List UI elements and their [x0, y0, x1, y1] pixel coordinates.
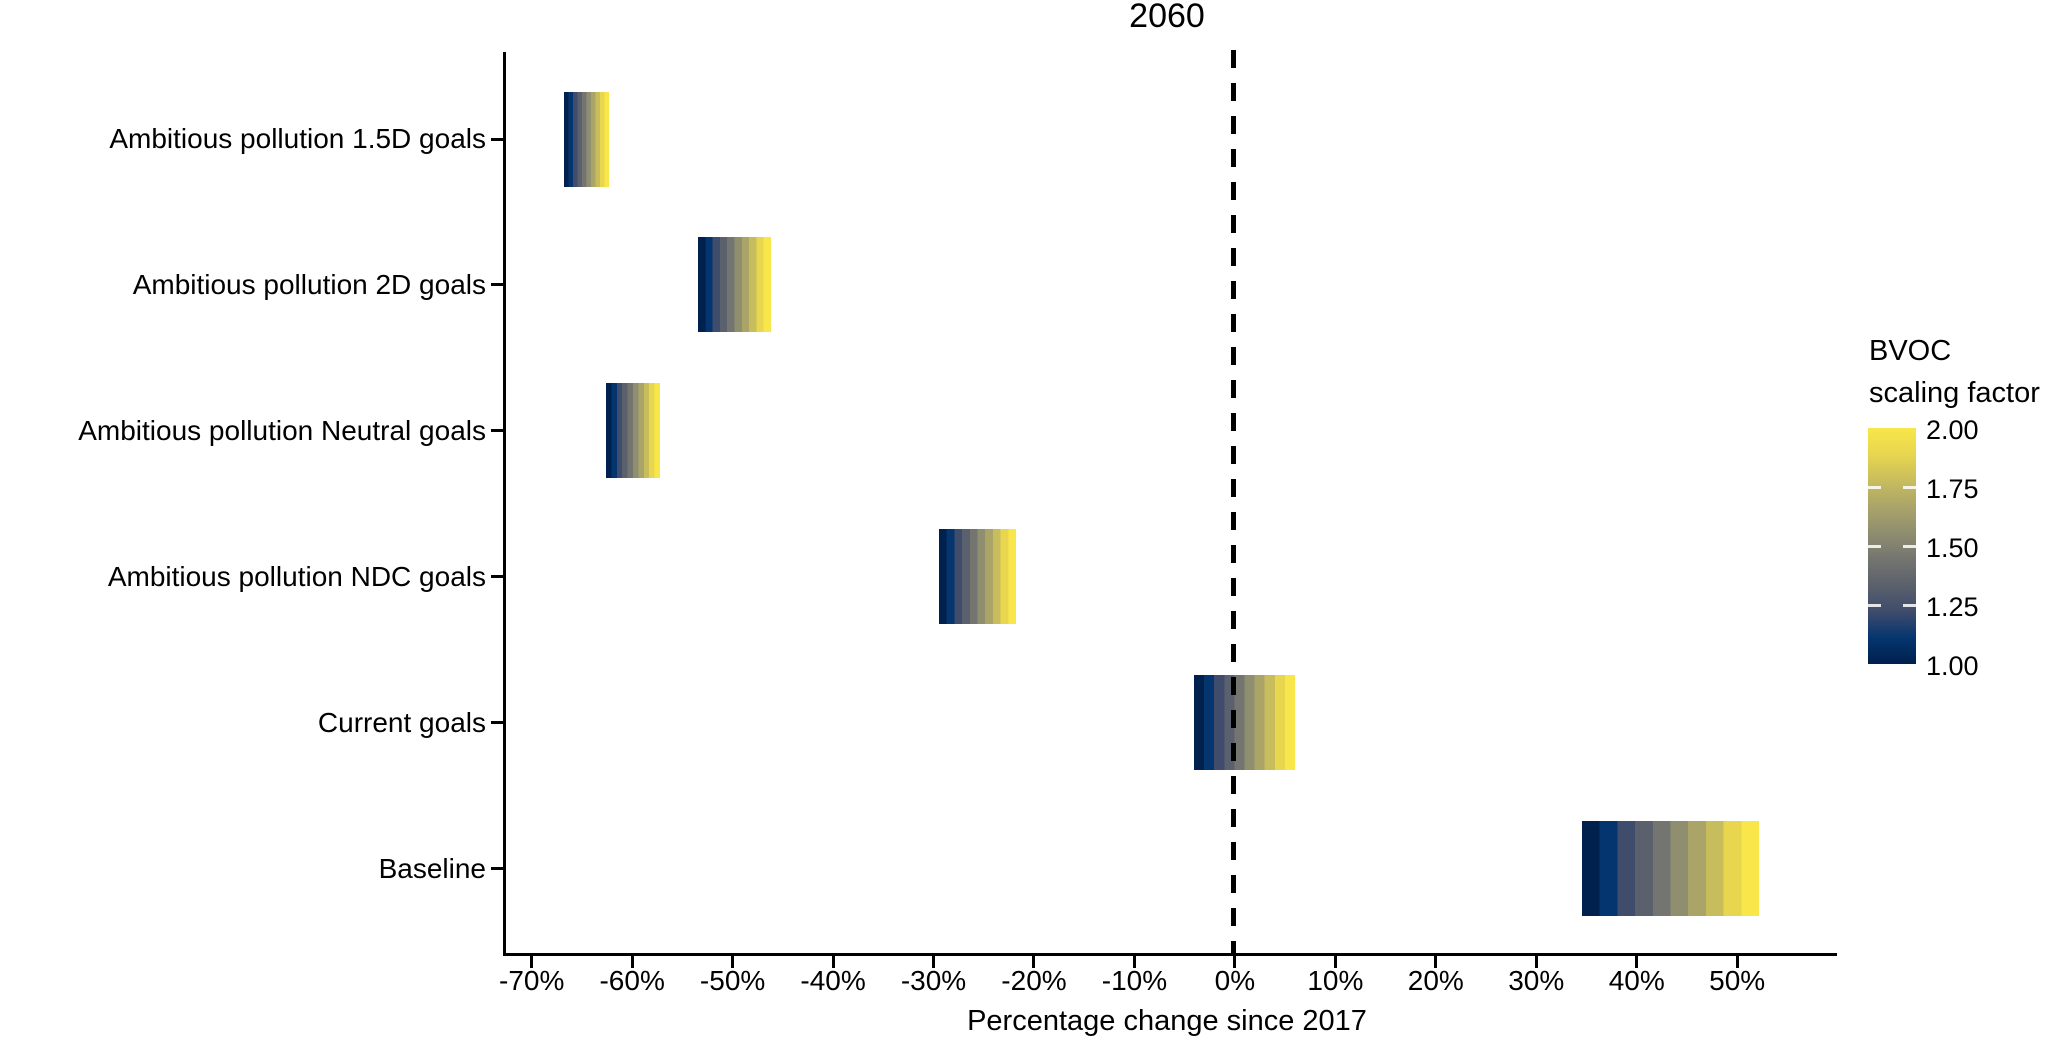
x-axis-tick-label: -10%: [1101, 965, 1168, 996]
legend-tick-mark: [1903, 485, 1916, 489]
x-axis-tick-label: -50%: [699, 965, 766, 996]
legend-tick-label: 2.00: [1926, 415, 1979, 445]
range-bar: [606, 383, 661, 479]
y-axis-label: Baseline: [378, 852, 486, 884]
x-axis-tick: [1434, 956, 1438, 968]
x-axis-tick-label: 30%: [1508, 965, 1565, 996]
x-axis-line: [503, 953, 1837, 956]
x-axis-tick: [1333, 956, 1337, 968]
x-axis-title: Percentage change since 2017: [967, 1005, 1367, 1037]
x-axis-tick: [1635, 956, 1639, 968]
x-axis-tick: [1233, 956, 1237, 968]
legend-tick-mark: [1868, 544, 1881, 548]
y-axis-tick: [491, 429, 504, 433]
range-bar: [1582, 821, 1760, 916]
zero-reference-line: [1231, 50, 1236, 956]
x-axis-tick: [1032, 956, 1036, 968]
x-axis-tick-label: 50%: [1709, 965, 1766, 996]
legend-tick-label: 1.25: [1926, 592, 1979, 622]
y-axis-label: Ambitious pollution 2D goals: [132, 268, 486, 300]
y-axis-label: Ambitious pollution 1.5D goals: [109, 123, 486, 154]
x-axis-tick-label: -60%: [599, 965, 665, 996]
x-axis-tick: [1534, 956, 1538, 968]
y-axis-tick: [491, 283, 504, 287]
legend-title-line1: BVOC: [1869, 335, 1952, 367]
range-bar: [1193, 675, 1296, 771]
legend-title: BVOC scaling factor: [1869, 330, 2067, 414]
y-axis-tick: [491, 137, 504, 141]
legend-tick-label: 1.50: [1926, 533, 1979, 563]
x-axis-tick: [530, 956, 534, 968]
x-axis-tick-label: -20%: [1001, 965, 1067, 996]
x-axis-tick: [1735, 956, 1739, 968]
x-axis-tick: [932, 956, 936, 968]
x-axis-tick-label: 40%: [1608, 965, 1665, 996]
y-axis-label: Ambitious pollution NDC goals: [107, 560, 486, 592]
x-axis-tick-label: -40%: [800, 965, 866, 996]
range-bar: [938, 529, 1016, 625]
y-axis-tick: [491, 575, 504, 579]
y-axis-line: [503, 52, 506, 956]
legend-tick-mark: [1868, 485, 1881, 489]
legend-tick-mark: [1868, 603, 1881, 607]
legend-tick-label: 1.75: [1926, 474, 1979, 504]
y-axis-tick: [491, 721, 504, 725]
range-bar: [698, 237, 771, 333]
legend-title-line2: scaling factor: [1869, 377, 2040, 409]
x-axis-tick-label: -30%: [900, 965, 967, 996]
x-axis-tick-label: 0%: [1214, 965, 1256, 996]
x-axis-tick: [1132, 956, 1136, 968]
y-axis-label: Ambitious pollution Neutral goals: [78, 414, 486, 446]
legend-tick-mark: [1903, 603, 1916, 607]
legend-tick-mark: [1903, 544, 1916, 548]
y-axis-label: Current goals: [317, 706, 486, 738]
x-axis-tick-label: 20%: [1407, 965, 1464, 996]
x-axis-tick: [831, 956, 835, 968]
x-axis-tick-label: 10%: [1307, 965, 1364, 996]
x-axis-tick: [731, 956, 735, 968]
legend-tick-label: 1.00: [1926, 651, 1979, 681]
y-axis-tick: [491, 867, 504, 870]
range-bar: [563, 91, 610, 187]
x-axis-tick-label: -70%: [499, 965, 565, 996]
x-axis-tick: [630, 956, 634, 968]
plot-title: 2060: [1129, 0, 1205, 35]
